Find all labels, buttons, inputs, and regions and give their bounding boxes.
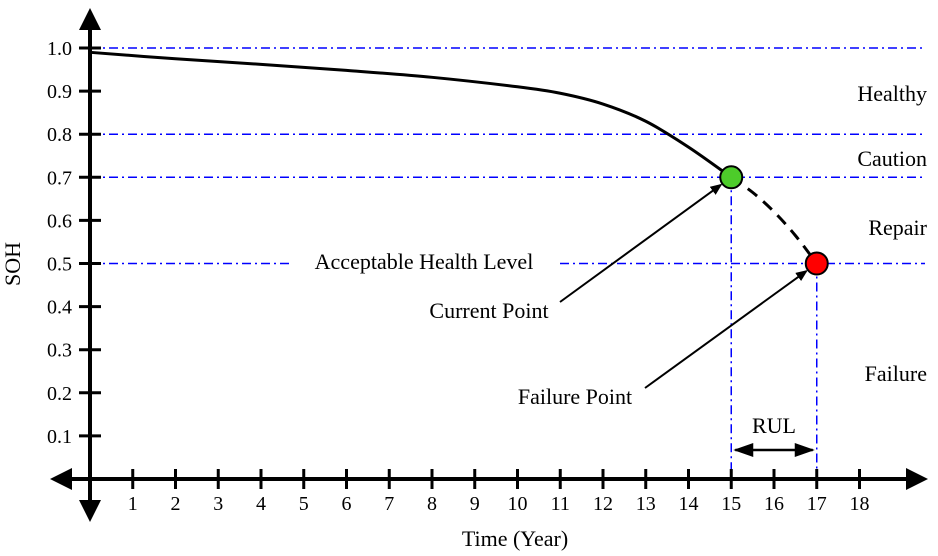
x-tick-label: 6 (342, 493, 352, 515)
x-axis-left-arrow (50, 468, 72, 490)
soh-history-line (89, 50, 733, 179)
zone-label: Failure (865, 361, 927, 386)
data-point-marker (719, 165, 744, 190)
zone-label: Repair (868, 215, 927, 240)
y-axis-title: SOH (0, 242, 25, 286)
predicted-soh-line (730, 176, 818, 265)
x-tick-label: 9 (470, 493, 480, 515)
y-tick-label: 0.1 (47, 426, 72, 448)
rul-arrow-right-head (794, 443, 815, 457)
pointer-arrow (644, 269, 808, 389)
zone-label: Healthy (857, 81, 927, 106)
x-tick-label: 2 (171, 493, 181, 515)
x-tick-label: 3 (213, 493, 223, 515)
y-tick-label: 0.8 (47, 124, 72, 146)
x-tick-label: 8 (427, 493, 437, 515)
rul-arrow-left-head (733, 443, 754, 457)
y-tick-label: 1.0 (47, 38, 72, 60)
rul-label: RUL (752, 413, 796, 438)
y-tick-label: 0.3 (47, 340, 72, 362)
x-tick-label: 12 (593, 493, 613, 515)
x-tick-label: 4 (256, 493, 266, 515)
x-tick-label: 18 (850, 493, 870, 515)
y-tick-label: 0.7 (47, 167, 72, 189)
x-tick-label: 17 (807, 493, 827, 515)
x-tick-label: 10 (508, 493, 528, 515)
x-tick-label: 16 (764, 493, 784, 515)
data-point-marker (804, 251, 829, 276)
x-tick-label: 5 (299, 493, 309, 515)
x-tick-label: 15 (721, 493, 741, 515)
x-axis-title: Time (Year) (462, 526, 568, 551)
x-tick-label: 14 (679, 493, 699, 515)
x-tick-label: 11 (551, 493, 570, 515)
point-label: Failure Point (518, 384, 632, 409)
pointer-arrow (559, 183, 723, 303)
y-axis-bottom-arrow (79, 500, 101, 522)
y-axis-top-arrow (79, 8, 101, 30)
x-tick-label: 7 (384, 493, 394, 515)
x-tick-label: 13 (636, 493, 656, 515)
acceptable-level-label: Acceptable Health Level (315, 249, 534, 274)
x-tick-label: 1 (128, 493, 138, 515)
x-axis-right-arrow (906, 468, 928, 490)
y-tick-label: 0.9 (47, 81, 72, 103)
y-tick-label: 0.6 (47, 210, 72, 232)
y-tick-label: 0.4 (47, 297, 72, 319)
zone-label: Caution (857, 146, 927, 171)
y-tick-label: 0.5 (47, 254, 72, 276)
y-tick-label: 0.2 (47, 383, 72, 405)
point-label: Current Point (429, 298, 548, 323)
